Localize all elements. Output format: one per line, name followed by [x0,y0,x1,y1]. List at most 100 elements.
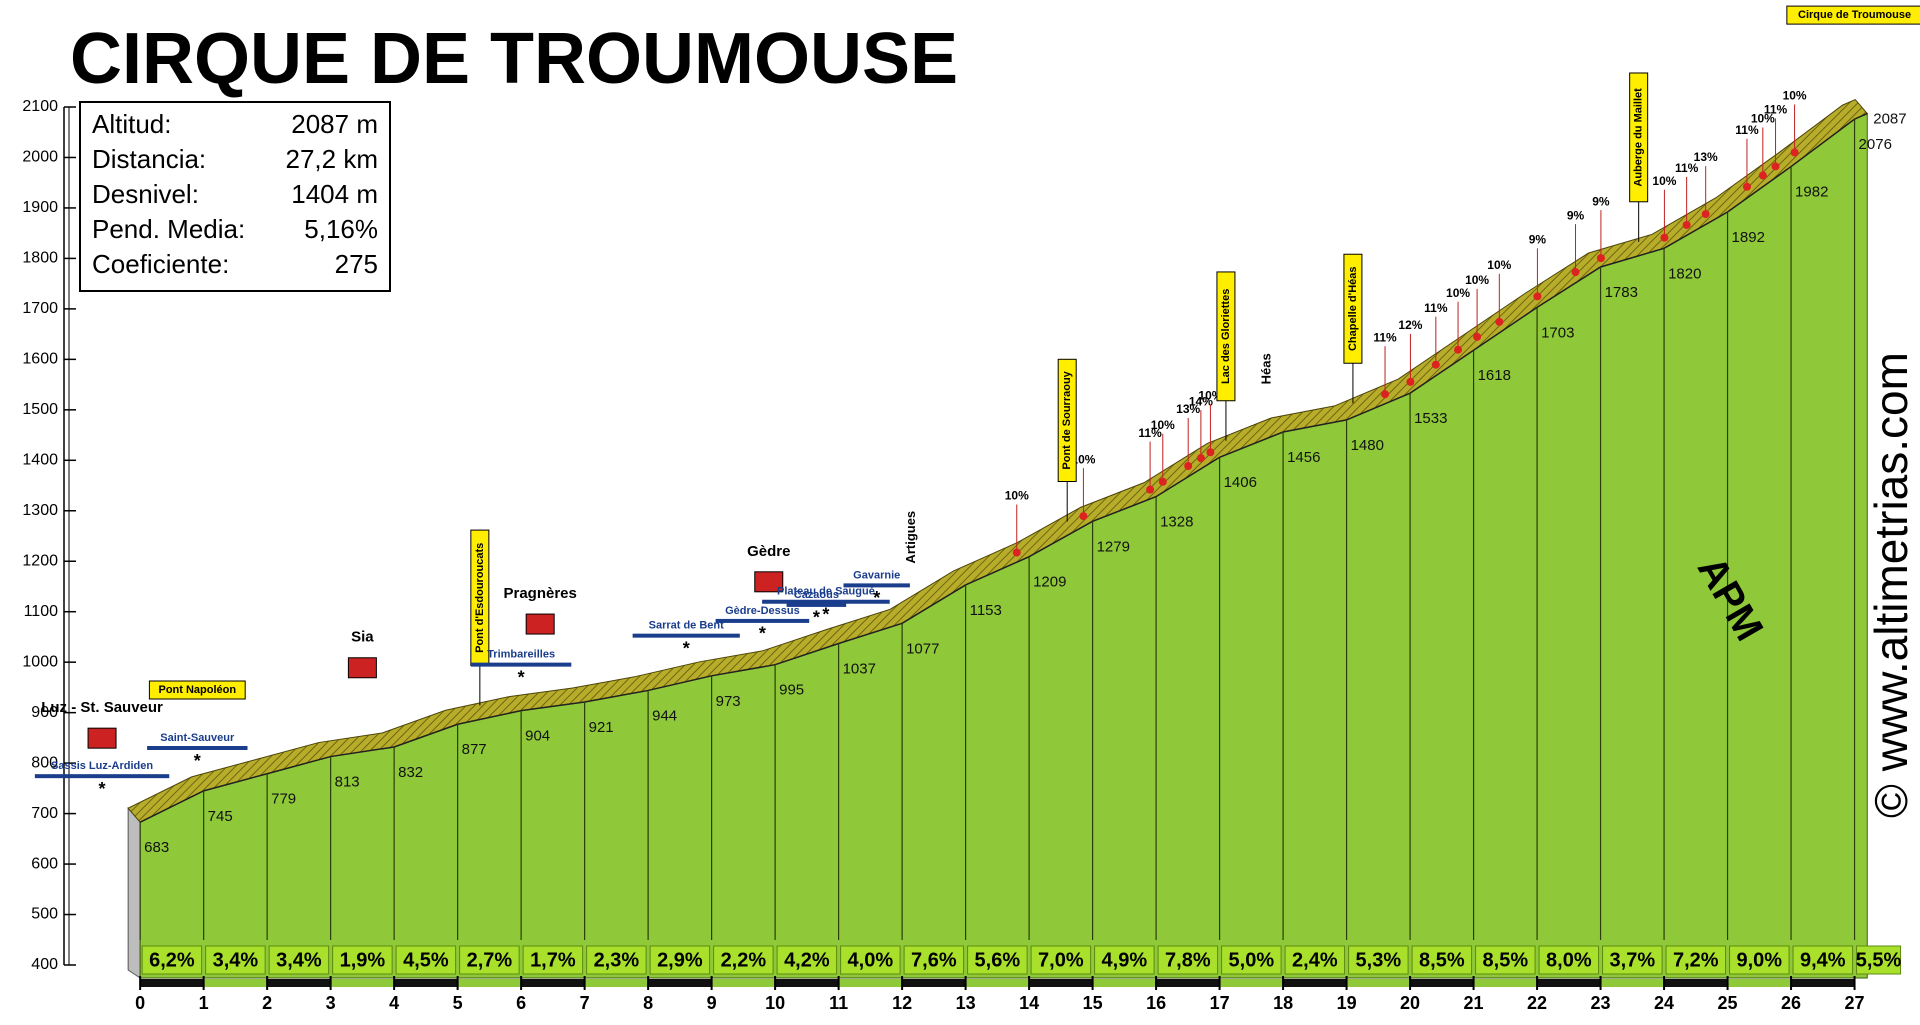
grade-box [395,945,457,975]
grade-box [205,945,266,975]
grade-box [1284,945,1346,975]
grade-box [649,945,711,975]
x-tick-label: 8 [643,993,653,1013]
grade-label: 1,9% [340,949,386,971]
axis-bar [1092,979,1157,987]
grade-flag [1682,220,1691,229]
axis-bar [965,979,1030,987]
y-tick-label: 1500 [22,401,58,418]
road-star: * [518,667,525,687]
grade-flag-label: 10% [1071,452,1095,466]
y-tick-label: 1300 [22,502,58,519]
road-bar [786,602,847,607]
grade-flag-label: 10% [1005,489,1029,503]
grade-box [903,945,965,975]
grade-box [1221,945,1282,975]
elevation-label: 1279 [1097,538,1130,555]
stat-value: 275 [335,249,378,279]
x-tick-label: 1 [199,993,209,1013]
grade-label: 1,7% [530,949,576,971]
x-tick-label: 14 [1019,993,1039,1013]
road-bar [843,583,910,588]
axis-bar [330,979,395,987]
elevation-label: 832 [398,764,423,781]
grade-flag-label: 13% [1694,150,1718,164]
grade-label: 2,3% [594,949,640,971]
elevation-label: 921 [589,719,614,736]
y-tick-label: 700 [31,805,58,822]
road-star: * [759,624,766,644]
elevation-label: 1533 [1414,410,1447,427]
grade-flag [1079,512,1088,521]
grade-label: 4,2% [784,949,830,971]
road-bar [147,746,248,751]
axis-bar [1283,979,1347,987]
place-label: Pont Napoléon [158,684,236,696]
place-label: Cirque de Troumouse [1798,9,1911,21]
y-tick-label: 600 [31,855,58,872]
place-label: Gèdre-Dessus [725,605,800,617]
road-bar [762,599,890,604]
grade-flag [1196,454,1205,463]
y-tick-label: 2000 [22,149,58,166]
grade-label: 2,4% [1292,949,1338,971]
grade-label: 3,4% [276,949,322,971]
grade-box [522,945,584,975]
elevation-label: 1820 [1668,265,1701,282]
elevation-label: 683 [144,839,169,856]
grade-label: 7,6% [911,949,957,971]
place-label: Gavarnie [853,569,900,581]
elevation-label: 2076 [1859,136,1892,153]
x-tick-label: 26 [1781,993,1801,1013]
grade-flag [1742,182,1751,191]
elevation-label: 973 [716,693,741,710]
axis-bar [521,979,585,987]
x-tick-label: 23 [1591,993,1611,1013]
grade-flag-label: 9% [1592,194,1610,208]
place-label: Pont de Sourraouy [1061,370,1073,469]
grade-label: 8,0% [1546,949,1592,971]
x-tick-label: 2 [262,993,272,1013]
elevation-label: 1456 [1287,449,1320,466]
grade-flag [1012,548,1021,557]
axis-bar [457,979,522,987]
elevation-label: 995 [779,682,804,699]
grade-flag-label: 10% [1465,273,1489,287]
x-tick-label: 4 [389,993,399,1013]
grade-box [268,945,330,975]
road-star: * [873,588,880,608]
x-tick-label: 9 [707,993,717,1013]
axis-bar [775,979,839,987]
axis-bar [1410,979,1474,987]
place-label: Saint-Sauveur [160,732,235,744]
elevation-label: 1209 [1033,574,1066,591]
elevation-label: 745 [208,808,233,825]
x-tick-label: 21 [1464,993,1484,1013]
place-label: Plateau de Saugué [777,586,875,598]
elevation-label: 1153 [970,602,1002,619]
grade-flag [1206,448,1215,457]
grade-label: 7,0% [1038,949,1084,971]
grade-label: 3,7% [1610,949,1656,971]
grade-flag-label: 10% [1446,286,1470,300]
chart-title: CIRQUE DE TROUMOUSE [70,19,958,99]
elevation-label: 904 [525,728,550,745]
grade-flag-label: 11% [1424,301,1448,315]
grade-label: 4,5% [403,949,449,971]
place-label: Auberge du Maillet [1633,88,1645,187]
axis-bar [838,979,903,987]
place-house [347,657,377,679]
x-tick-label: 3 [326,993,336,1013]
axis-bar [1346,979,1411,987]
place-label: Lac des Gloriettes [1220,289,1232,384]
elevation-label: 1892 [1732,229,1765,246]
grade-flag [1790,148,1799,157]
x-tick-label: 5 [453,993,463,1013]
grade-box [1538,945,1600,975]
elevation-label: 1703 [1541,324,1574,341]
elevation-label: 1037 [843,660,876,677]
x-tick-label: 16 [1146,993,1166,1013]
grade-box [459,945,520,975]
grade-flag [1454,345,1463,354]
x-tick-label: 20 [1400,993,1420,1013]
